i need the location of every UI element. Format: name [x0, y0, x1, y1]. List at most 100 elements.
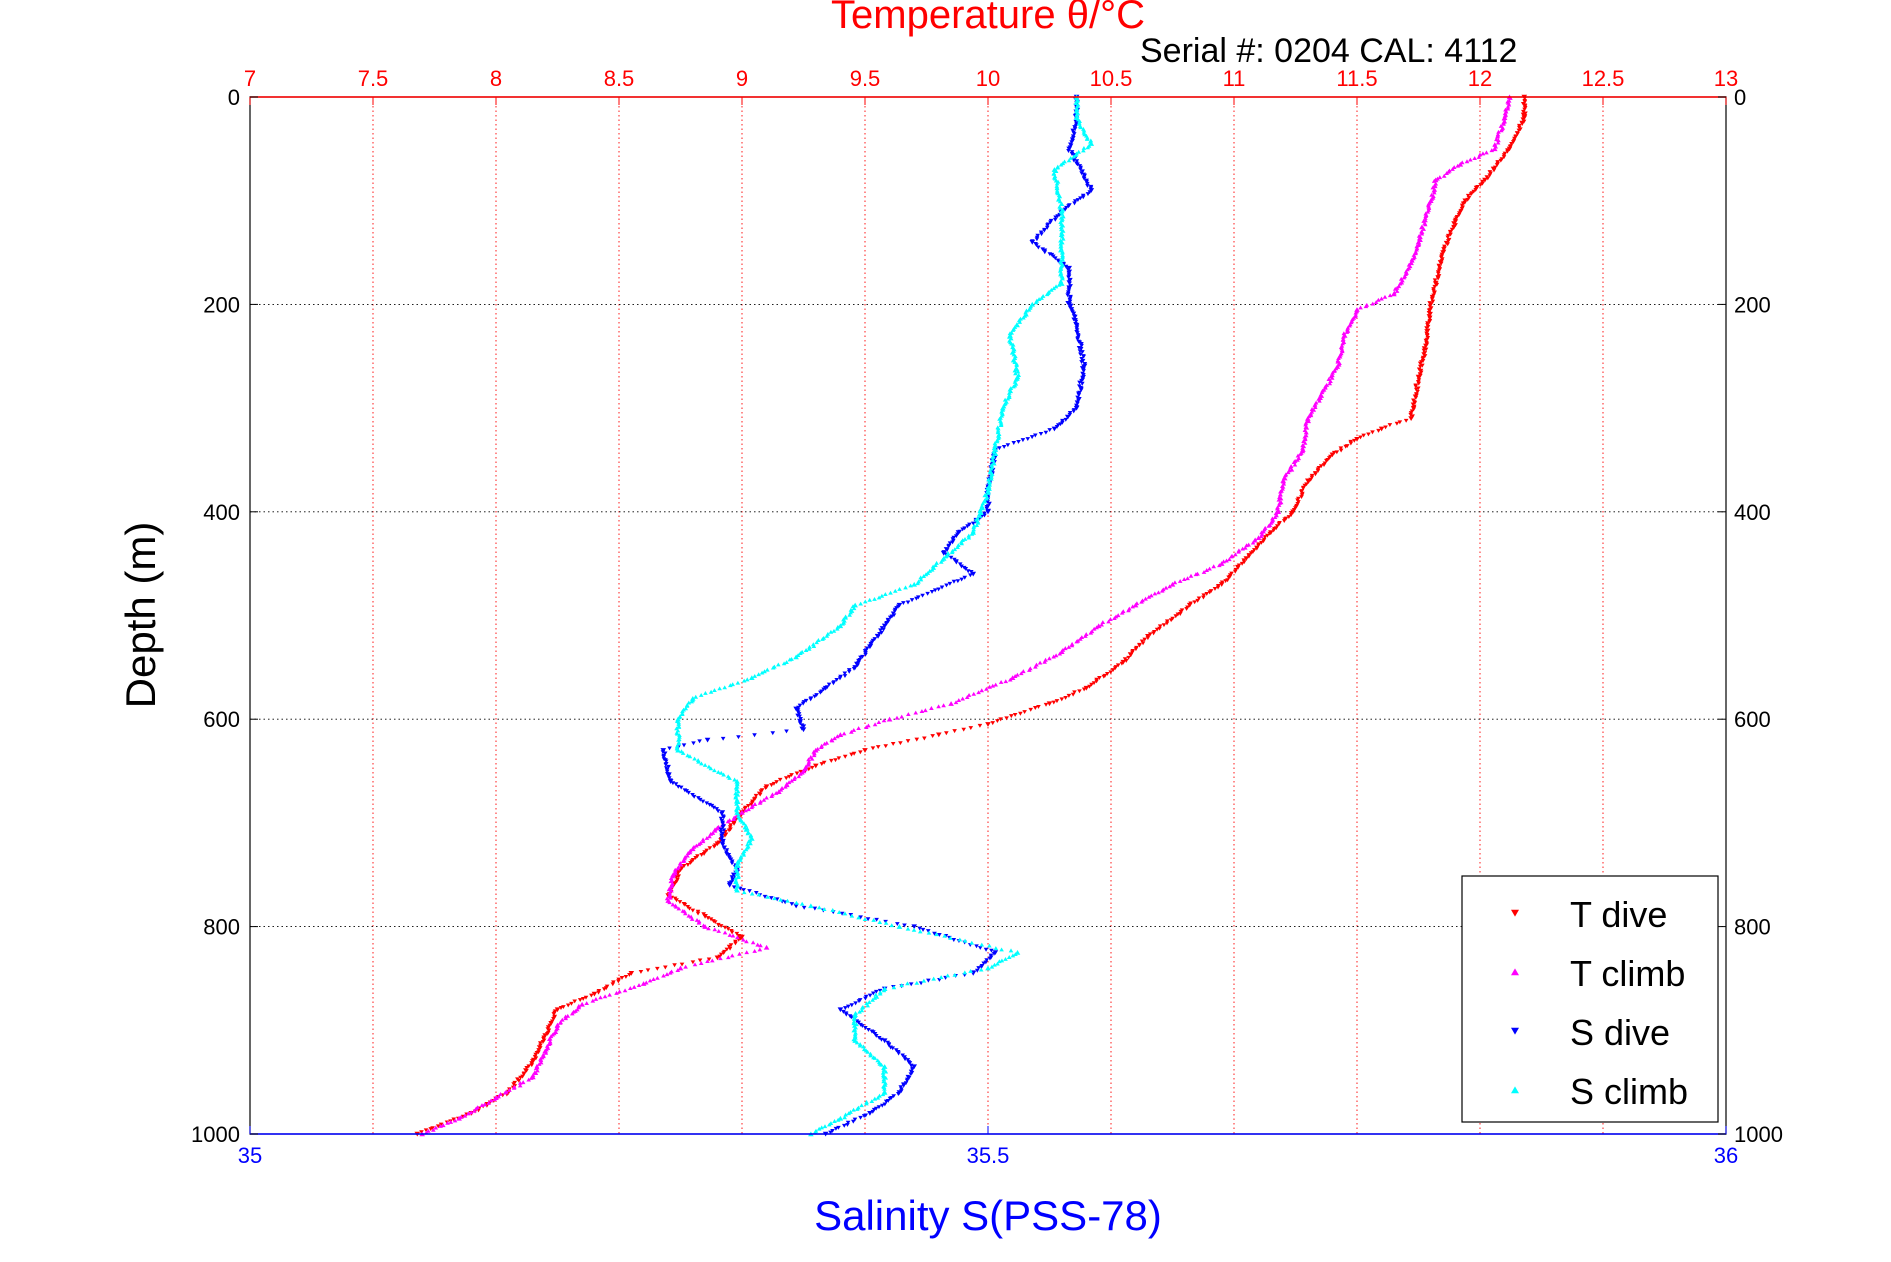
data-marker [736, 860, 741, 865]
data-marker [1273, 511, 1279, 516]
data-marker [1453, 217, 1458, 222]
data-marker [926, 978, 931, 983]
data-marker [1424, 334, 1430, 338]
data-marker [1435, 276, 1441, 281]
data-marker [1215, 585, 1221, 590]
data-marker [1480, 151, 1486, 156]
data-marker [1431, 190, 1437, 195]
data-marker [1519, 122, 1525, 126]
data-marker [1487, 173, 1493, 178]
data-marker [1047, 656, 1052, 661]
data-marker [968, 968, 973, 973]
data-marker [845, 1004, 851, 1009]
data-marker [851, 727, 857, 732]
data-marker [544, 1047, 549, 1052]
data-marker [584, 1001, 589, 1006]
data-marker [811, 644, 817, 648]
data-point [881, 1038, 888, 1044]
data-marker [755, 942, 760, 947]
data-marker [708, 689, 714, 694]
data-marker [902, 1055, 907, 1060]
data-marker [1423, 338, 1429, 343]
data-marker [1373, 300, 1379, 305]
legend-marker [1511, 1086, 1519, 1094]
data-marker [1115, 613, 1121, 618]
data-marker [721, 828, 727, 833]
data-marker [524, 1068, 529, 1073]
data-point [911, 581, 917, 587]
data-marker [736, 934, 742, 938]
data-marker [757, 800, 763, 805]
data-marker [530, 1057, 536, 1062]
data-marker [1195, 598, 1200, 603]
data-marker [714, 807, 720, 812]
data-marker [863, 996, 868, 1001]
data-marker [1130, 650, 1135, 655]
data-marker [744, 939, 749, 944]
data-marker [842, 671, 848, 676]
data-marker [669, 882, 675, 887]
temperature-tick-label: 10.5 [1090, 66, 1133, 91]
data-marker [1004, 716, 1009, 721]
data-point [896, 924, 903, 929]
data-marker [707, 846, 713, 851]
data-marker [769, 896, 774, 901]
data-marker [846, 1111, 852, 1116]
data-marker [1410, 258, 1415, 263]
data-marker [1351, 438, 1357, 443]
data-marker [882, 1086, 887, 1091]
data-marker [956, 698, 962, 703]
data-marker [741, 678, 747, 683]
data-marker [733, 791, 738, 796]
data-marker [1049, 287, 1054, 292]
data-marker [598, 995, 603, 1000]
data-marker [699, 853, 704, 857]
data-marker [1030, 239, 1035, 244]
data-marker [925, 591, 930, 596]
data-marker [820, 636, 825, 641]
data-marker [1066, 158, 1072, 163]
data-marker [667, 746, 672, 751]
data-marker [1331, 450, 1337, 455]
data-marker [851, 1019, 857, 1024]
data-marker [1300, 445, 1305, 450]
data-marker [962, 938, 968, 943]
data-marker [757, 792, 763, 797]
data-marker [832, 736, 837, 741]
data-marker [898, 1085, 904, 1090]
data-marker [1067, 412, 1073, 417]
data-marker [546, 1042, 552, 1046]
data-marker [466, 1111, 471, 1116]
data-marker [812, 906, 818, 911]
data-marker [800, 701, 806, 706]
data-marker [1432, 184, 1438, 189]
data-marker [938, 975, 944, 979]
data-marker [1413, 395, 1419, 400]
legend-items: T dive T climb S dive S climb [1511, 894, 1688, 1112]
data-marker [730, 682, 735, 687]
data-marker [1054, 183, 1060, 188]
data-marker [778, 897, 784, 902]
data-marker [666, 776, 672, 781]
data-marker [1476, 154, 1482, 159]
data-marker [919, 709, 925, 713]
data-marker [544, 1031, 550, 1036]
data-marker [628, 986, 633, 991]
data-marker [1074, 639, 1079, 644]
data-marker [428, 1127, 434, 1132]
data-marker [675, 866, 680, 871]
data-marker [845, 1120, 851, 1125]
data-marker [677, 715, 682, 720]
data-marker [1435, 176, 1440, 181]
data-marker [870, 1109, 876, 1114]
data-marker [833, 758, 838, 763]
data-marker [676, 724, 682, 729]
data-marker [1089, 682, 1094, 687]
data-marker [1246, 554, 1252, 559]
data-marker [1003, 679, 1009, 684]
data-marker [1426, 308, 1432, 313]
data-marker [1417, 361, 1423, 366]
data-marker [720, 839, 726, 844]
data-marker [1427, 319, 1432, 324]
data-marker [1167, 584, 1172, 589]
